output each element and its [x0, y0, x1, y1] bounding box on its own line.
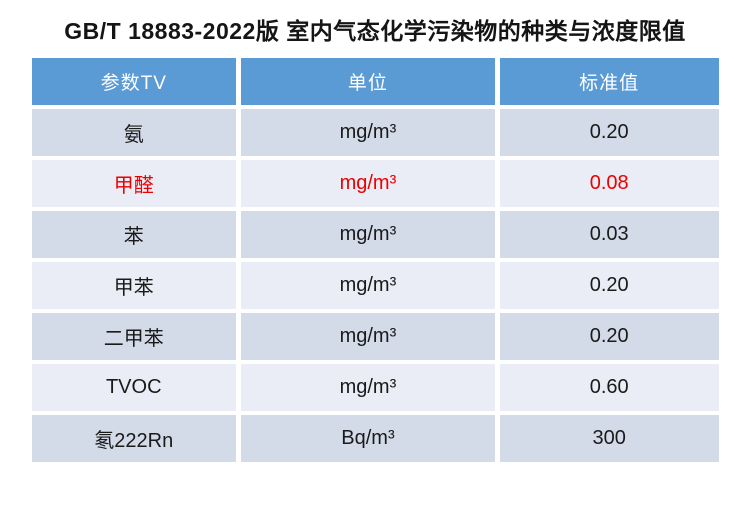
table-row-xylene: 二甲苯 mg/m³ 0.20 [31, 313, 719, 360]
table-row-radon: 氡222Rn Bq/m³ 300 [31, 415, 719, 462]
cell-param: TVOC [31, 364, 236, 411]
column-header-value: 标准值 [499, 58, 719, 105]
table-row-formaldehyde: 甲醛 mg/m³ 0.08 [31, 160, 719, 207]
cell-unit: mg/m³ [241, 109, 495, 156]
cell-value: 0.03 [499, 211, 719, 258]
cell-value: 0.20 [499, 262, 719, 309]
cell-value: 0.08 [499, 160, 719, 207]
table-row-tvoc: TVOC mg/m³ 0.60 [31, 364, 719, 411]
table-row-toluene: 甲苯 mg/m³ 0.20 [31, 262, 719, 309]
cell-unit: mg/m³ [241, 313, 495, 360]
cell-param: 氨 [31, 109, 236, 156]
cell-unit: mg/m³ [241, 262, 495, 309]
cell-param: 二甲苯 [31, 313, 236, 360]
cell-param: 氡222Rn [31, 415, 236, 462]
table-row-ammonia: 氨 mg/m³ 0.20 [31, 109, 719, 156]
page-title: GB/T 18883-2022版 室内气态化学污染物的种类与浓度限值 [64, 18, 686, 44]
cell-value: 0.20 [499, 313, 719, 360]
cell-unit: mg/m³ [241, 211, 495, 258]
cell-unit: mg/m³ [241, 364, 495, 411]
cell-value: 300 [499, 415, 719, 462]
cell-unit: mg/m³ [241, 160, 495, 207]
table-header-row: 参数TV 单位 标准值 [31, 58, 719, 105]
pollutant-limits-table: 参数TV 单位 标准值 氨 mg/m³ 0.20 甲醛 mg/m³ 0.08 苯… [27, 54, 724, 466]
column-header-param: 参数TV [31, 58, 236, 105]
column-header-unit: 单位 [241, 58, 495, 105]
table-row-benzene: 苯 mg/m³ 0.03 [31, 211, 719, 258]
cell-value: 0.20 [499, 109, 719, 156]
cell-param: 甲苯 [31, 262, 236, 309]
cell-unit: Bq/m³ [241, 415, 495, 462]
cell-param: 苯 [31, 211, 236, 258]
cell-param: 甲醛 [31, 160, 236, 207]
cell-value: 0.60 [499, 364, 719, 411]
